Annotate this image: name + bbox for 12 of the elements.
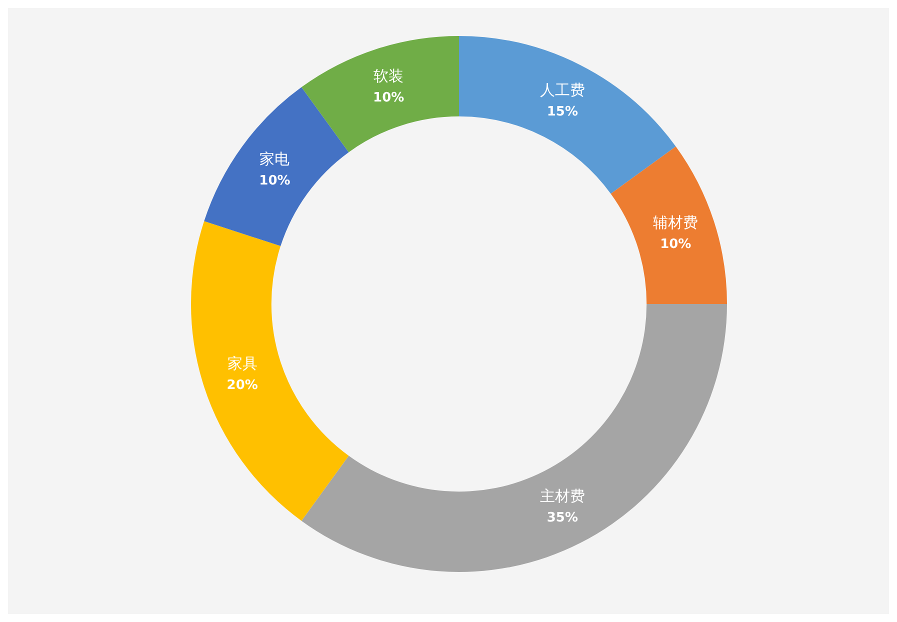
- slice-label: 主材费: [540, 486, 585, 505]
- data-label: 35%: [546, 510, 578, 526]
- slice-label: 人工费: [540, 80, 585, 99]
- data-label: 15%: [546, 104, 578, 120]
- slice-label: 软装: [374, 67, 404, 86]
- slice-label: 辅材费: [653, 213, 698, 232]
- data-label: 10%: [660, 236, 692, 252]
- data-label: 20%: [226, 378, 258, 393]
- data-label: 10%: [259, 173, 290, 188]
- slice-label: 家电: [260, 150, 290, 168]
- slice-label: 家具: [227, 354, 258, 372]
- data-label: 10%: [373, 90, 404, 106]
